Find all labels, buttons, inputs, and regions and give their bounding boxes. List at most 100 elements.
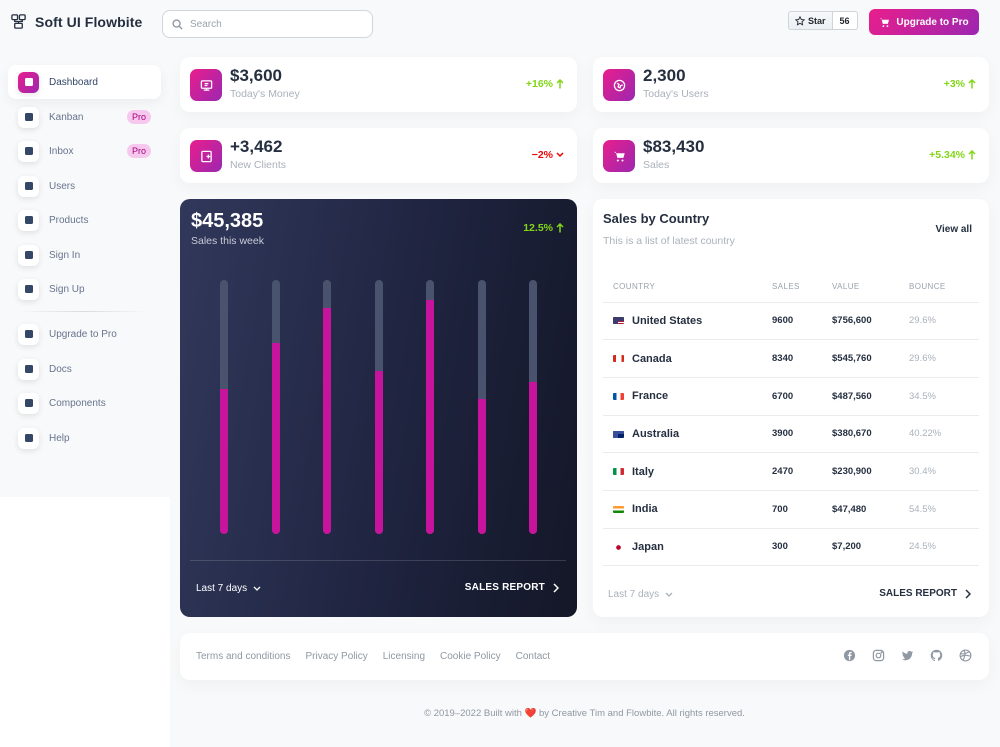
stat-label: Today's Users — [643, 88, 709, 100]
sidebar-divider — [18, 311, 148, 312]
country-name: Australia — [632, 427, 680, 440]
country-cell: Australia — [603, 415, 772, 454]
weekly-sales-report-link[interactable]: SALES REPORT — [465, 582, 559, 593]
bar-fill — [220, 389, 228, 534]
brand[interactable]: Soft UI Flowbite — [10, 13, 142, 30]
weekly-report-label: SALES REPORT — [464, 582, 545, 593]
sidebar-item-sign-up[interactable]: Sign Up — [8, 272, 161, 306]
flag-in-icon — [613, 505, 624, 513]
star-icon — [795, 15, 805, 26]
sales-by-country-subtitle: This is a list of latest country — [603, 235, 735, 247]
pro-badge: Pro — [126, 110, 151, 124]
sidebar-item-dashboard[interactable]: Dashboard — [8, 65, 161, 99]
stat-card-money: $3,600 Today's Money +16% — [180, 57, 577, 112]
bar-fill — [529, 382, 537, 534]
globe-icon — [603, 69, 635, 101]
footer-link-contact[interactable]: Contact — [515, 651, 551, 662]
github-icon[interactable] — [930, 649, 943, 662]
instagram-icon[interactable] — [872, 649, 885, 662]
table-row: Japan 300 $7,200 24.5% — [603, 528, 979, 567]
value-cell: $380,670 — [832, 415, 909, 454]
bounce-cell: 30.4% — [909, 452, 979, 491]
bar-fill — [271, 343, 280, 534]
value-cell: $47,480 — [832, 490, 909, 529]
stat-label: Sales — [643, 159, 670, 171]
sales-by-country-card: Sales by Country This is a list of lates… — [593, 199, 989, 617]
facebook-icon[interactable] — [843, 649, 856, 662]
sidebar-item-products[interactable]: Products — [8, 203, 161, 237]
bar-track — [271, 280, 280, 534]
bounce-cell: 29.6% — [909, 302, 979, 341]
arrow-up-icon — [968, 150, 976, 160]
flag-it-icon — [613, 468, 624, 476]
column-header: Bounce — [909, 272, 979, 303]
country-name: France — [632, 390, 669, 403]
weekly-card-divider — [190, 560, 566, 561]
table-row: Canada 8340 $545,760 29.6% — [603, 339, 979, 378]
sidebar-item-components[interactable]: Components — [8, 386, 161, 420]
sidebar-item-label: Help — [49, 432, 70, 444]
country-cell: France — [603, 377, 772, 416]
github-star-count[interactable]: 56 — [832, 11, 858, 30]
sales-by-country-table: Country Sales Value Bounce United States… — [603, 272, 979, 567]
sidebar-bottom-area — [0, 497, 170, 747]
country-cell: United States — [603, 302, 772, 341]
stat-change: +16% — [526, 78, 564, 90]
footer-link-terms[interactable]: Terms and conditions — [196, 651, 291, 662]
sales-cell: 3900 — [772, 415, 832, 454]
sidebar-item-sign-in[interactable]: Sign In — [8, 238, 161, 272]
upgrade-to-pro-button[interactable]: Upgrade to Pro — [869, 9, 979, 35]
dashboard-icon — [18, 71, 39, 93]
arrow-up-icon — [556, 223, 564, 233]
bar-track — [323, 280, 331, 534]
sidebar-item-help[interactable]: Help — [8, 421, 161, 455]
footer-link-privacy[interactable]: Privacy Policy — [305, 651, 368, 662]
chevron-right-icon — [553, 582, 559, 593]
sidebar-item-label: Docs — [49, 363, 72, 375]
stat-card-users: 2,300 Today's Users +3% — [593, 57, 989, 112]
stat-value: 2,300 — [643, 66, 686, 85]
weekly-period-label: Last 7 days — [196, 583, 248, 594]
country-cell: India — [603, 490, 772, 529]
sidebar: Dashboard Kanban Pro Inbox Pro Users Pro… — [0, 56, 170, 497]
sidebar-item-upgrade[interactable]: Upgrade to Pro — [8, 317, 161, 351]
bar-track — [220, 280, 228, 534]
search-box[interactable] — [162, 10, 373, 38]
stat-change-value: −2% — [531, 149, 553, 161]
upgrade-button-label: Upgrade to Pro — [896, 16, 969, 28]
github-star-widget[interactable]: Star 56 — [788, 11, 858, 30]
weekly-period-dropdown[interactable]: Last 7 days — [196, 583, 261, 594]
brand-name: Soft UI Flowbite — [35, 13, 143, 30]
stat-value: $3,600 — [230, 66, 282, 85]
sidebar-item-users[interactable]: Users — [8, 169, 161, 203]
sidebar-item-label: Users — [49, 180, 76, 192]
sidebar-item-label: Inbox — [49, 145, 74, 157]
sign-up-icon — [18, 278, 39, 300]
kanban-icon — [18, 106, 39, 128]
sidebar-item-inbox[interactable]: Inbox Pro — [8, 134, 161, 168]
footer-links: Terms and conditions Privacy Policy Lice… — [196, 651, 550, 662]
sales-period-dropdown[interactable]: Last 7 days — [608, 589, 673, 600]
twitter-icon[interactable] — [901, 649, 914, 662]
flag-us-icon — [613, 317, 624, 325]
country-name: Italy — [632, 465, 655, 478]
bounce-cell: 24.5% — [909, 528, 979, 567]
stat-card-sales: $83,430 Sales +5.34% — [593, 128, 989, 183]
country-name: Canada — [632, 352, 672, 365]
value-cell: $756,600 — [832, 302, 909, 341]
weekly-sales-value: $45,385 — [191, 210, 264, 232]
bar-track — [477, 280, 486, 534]
dribbble-icon[interactable] — [959, 649, 972, 662]
sidebar-item-docs[interactable]: Docs — [8, 352, 161, 386]
github-star-button[interactable]: Star — [788, 11, 833, 30]
stat-label: New Clients — [230, 159, 287, 171]
footer-link-licensing[interactable]: Licensing — [382, 651, 426, 662]
sales-report-link[interactable]: SALES REPORT — [879, 588, 971, 599]
sidebar-item-kanban[interactable]: Kanban Pro — [8, 100, 161, 134]
footer-link-cookie[interactable]: Cookie Policy — [440, 651, 501, 662]
search-input[interactable] — [190, 18, 360, 30]
view-all-link[interactable]: View all — [935, 224, 972, 235]
stat-value: +3,462 — [230, 137, 283, 156]
value-cell: $7,200 — [832, 528, 909, 567]
bar-track — [374, 280, 383, 534]
